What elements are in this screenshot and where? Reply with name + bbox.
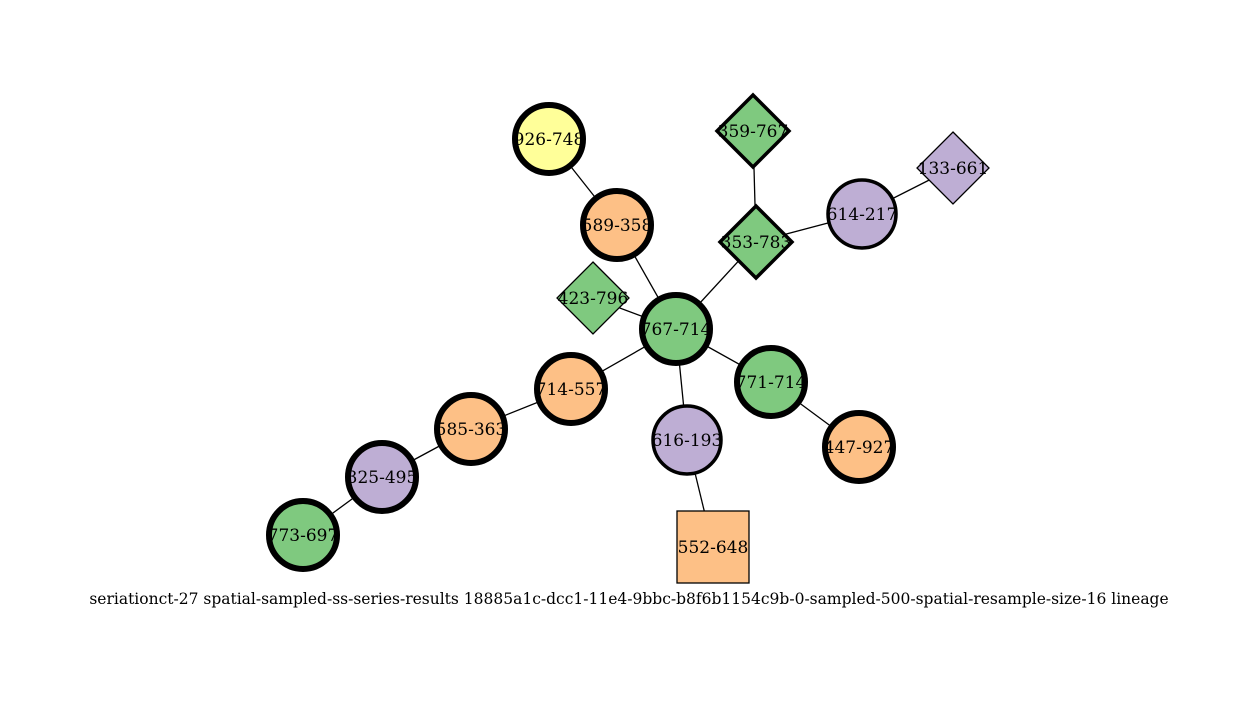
node-614-217: 614-217 (826, 178, 898, 250)
node-label: 926-748 (514, 130, 585, 150)
node-label: 325-495 (347, 468, 418, 488)
node-447-927: 447-927 (822, 410, 896, 484)
node-label: 771-714 (736, 373, 807, 393)
node-label: 589-358 (582, 216, 653, 236)
node-773-697: 773-697 (266, 498, 340, 572)
node-616-193: 616-193 (651, 404, 723, 476)
node-label: 773-697 (268, 526, 339, 546)
node-359-767: 359-767 (714, 92, 792, 170)
node-325-495: 325-495 (345, 440, 419, 514)
circle-shape (639, 292, 713, 366)
node-label: 359-767 (718, 122, 789, 142)
node-133-661: 133-661 (916, 131, 990, 205)
circle-shape (534, 352, 608, 426)
square-shape (676, 510, 750, 584)
node-label: 616-193 (652, 431, 723, 451)
node-label: 353-783 (721, 233, 792, 253)
circle-shape (580, 188, 654, 262)
circle-shape (434, 392, 508, 466)
node-552-648: 552-648 (676, 510, 750, 584)
node-label: 423-796 (558, 289, 629, 309)
node-label: 767-714 (641, 320, 712, 340)
circle-shape (345, 440, 419, 514)
node-926-748: 926-748 (512, 102, 586, 176)
circle-shape (822, 410, 896, 484)
node-771-714: 771-714 (734, 345, 808, 419)
node-label: 714-557 (536, 380, 607, 400)
node-423-796: 423-796 (556, 261, 630, 335)
node-label: 133-661 (918, 159, 989, 179)
circle-shape (734, 345, 808, 419)
diamond-shape (714, 92, 792, 170)
graph-caption: seriationct-27 spatial-sampled-ss-series… (89, 590, 1168, 608)
node-label: 552-648 (678, 538, 749, 558)
diamond-shape (717, 203, 795, 281)
diamond-shape (916, 131, 990, 205)
node-label: 447-927 (824, 438, 895, 458)
node-353-783: 353-783 (717, 203, 795, 281)
node-589-358: 589-358 (580, 188, 654, 262)
diamond-shape (556, 261, 630, 335)
node-label: 585-363 (436, 420, 507, 440)
node-714-557: 714-557 (534, 352, 608, 426)
circle-shape (651, 404, 723, 476)
circle-shape (266, 498, 340, 572)
circle-shape (826, 178, 898, 250)
circle-shape (512, 102, 586, 176)
node-585-363: 585-363 (434, 392, 508, 466)
graph-nodes: 926-748 589-358 359-767 133-661 614-217 353-7… (266, 92, 990, 584)
node-label: 614-217 (827, 205, 898, 225)
node-767-714: 767-714 (639, 292, 713, 366)
